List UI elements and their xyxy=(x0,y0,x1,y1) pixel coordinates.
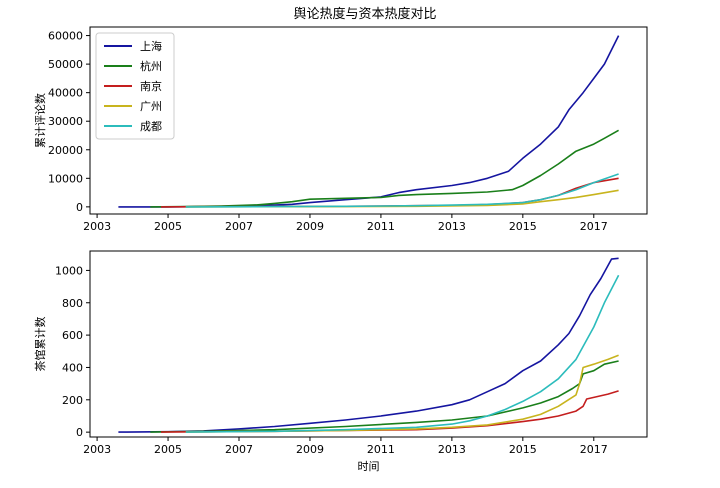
x-tick-label: 2003 xyxy=(83,220,111,233)
x-tick-label: 2005 xyxy=(154,220,182,233)
x-tick-label: 2017 xyxy=(580,220,608,233)
y-axis-label: 茶馆累计数 xyxy=(33,317,47,372)
legend-label: 成都 xyxy=(140,120,162,133)
legend-label: 广州 xyxy=(140,100,162,113)
series-line-1-0 xyxy=(118,257,619,433)
x-axis-label: 时间 xyxy=(358,460,380,473)
y-tick-label: 800 xyxy=(62,297,83,310)
y-tick-label: 0 xyxy=(76,426,83,439)
y-tick-label: 60000 xyxy=(48,30,83,43)
series-line-0-1 xyxy=(150,129,619,208)
plot-frame xyxy=(89,26,648,215)
x-tick-label: 2003 xyxy=(83,443,111,456)
x-tick-label: 2015 xyxy=(509,220,537,233)
y-axis-label: 累计评论数 xyxy=(33,93,47,148)
legend-label: 南京 xyxy=(140,79,162,93)
x-tick-label: 2013 xyxy=(438,443,466,456)
series-line-1-3 xyxy=(185,354,619,433)
chart-comments: 2003 2005 2007 2009 2011 2013 2015 2017 0 10000 20… xyxy=(33,26,648,233)
x-tick-label: 2011 xyxy=(367,443,395,456)
y-tick-label: 0 xyxy=(76,201,83,214)
plot-frame xyxy=(89,250,648,438)
series-line-1-2 xyxy=(160,390,619,433)
y-tick-label: 10000 xyxy=(48,172,83,185)
x-tick-label: 2009 xyxy=(296,443,324,456)
y-tick-label: 30000 xyxy=(48,115,83,128)
series-line-0-4 xyxy=(185,173,619,208)
x-tick-label: 2011 xyxy=(367,220,395,233)
x-tick-label: 2013 xyxy=(438,220,466,233)
legend-box xyxy=(95,32,175,140)
series-line-0-0 xyxy=(118,35,620,208)
y-tick-label: 200 xyxy=(62,394,83,407)
x-tick-label: 2017 xyxy=(580,443,608,456)
chart-teahouses: 2003 2005 2007 2009 2011 2013 2015 2017 0 200 400 6… xyxy=(33,250,648,473)
y-tick-label: 1000 xyxy=(55,264,83,277)
x-tick-label: 2009 xyxy=(296,220,324,233)
y-tick-label: 600 xyxy=(62,329,83,342)
y-tick-label: 20000 xyxy=(48,144,83,157)
series-line-1-1 xyxy=(150,360,619,433)
series-line-0-2 xyxy=(160,177,619,208)
y-tick-label: 40000 xyxy=(48,87,83,100)
x-tick-label: 2015 xyxy=(509,443,537,456)
legend-label: 上海 xyxy=(140,39,162,53)
legend-label: 杭州 xyxy=(140,59,162,73)
x-tick-label: 2005 xyxy=(154,443,182,456)
y-tick-label: 400 xyxy=(62,361,83,374)
y-tick-label: 50000 xyxy=(48,58,83,71)
figure-title: 舆论热度与资本热度对比 xyxy=(293,6,436,22)
x-tick-label: 2007 xyxy=(225,220,253,233)
series-line-1-4 xyxy=(185,274,620,433)
x-tick-label: 2007 xyxy=(225,443,253,456)
